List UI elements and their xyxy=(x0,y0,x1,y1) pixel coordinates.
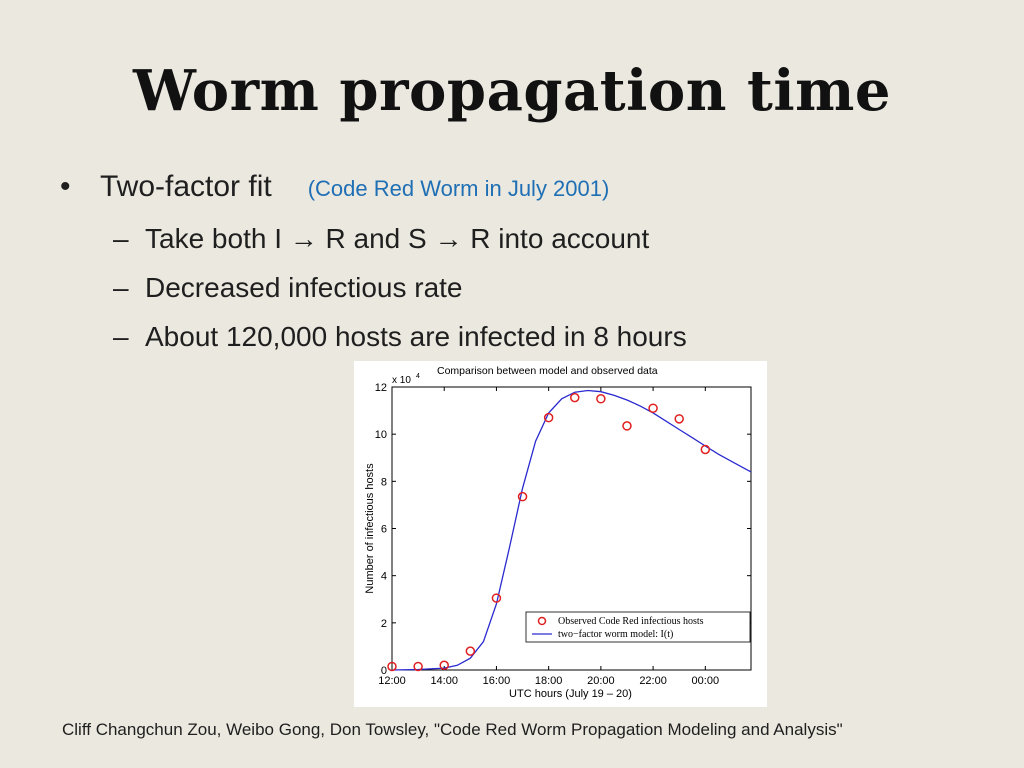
sub-bullet-text: About 120,000 hosts are infected in 8 ho… xyxy=(145,321,687,352)
sub-bullet: – Take both I → R and S → R into account xyxy=(113,223,649,255)
sub-bullet-dash: – xyxy=(113,223,129,254)
observed-data-point xyxy=(543,412,554,423)
y-tick-label: 10 xyxy=(375,429,387,441)
legend-label-model: two−factor worm model: I(t) xyxy=(558,629,673,640)
y-tick-label: 0 xyxy=(381,665,387,677)
x-tick-label: 14:00 xyxy=(430,675,458,687)
chart: Comparison between model and observed da… xyxy=(364,365,752,700)
y-tick-label: 12 xyxy=(375,382,387,394)
observed-data-point xyxy=(413,661,423,672)
observed-data-point xyxy=(387,661,397,672)
legend-marker-observed xyxy=(537,616,547,626)
sub-bullet: – Decreased infectious rate xyxy=(113,272,463,304)
observed-data-point xyxy=(570,392,580,403)
sub-bullet-dash: – xyxy=(113,272,129,303)
chart-figure: Comparison between model and observed da… xyxy=(354,361,767,707)
y-tick-label: 2 xyxy=(381,618,387,630)
sub-bullet: – About 120,000 hosts are infected in 8 h… xyxy=(113,321,687,353)
y-tick-label: 6 xyxy=(381,524,387,536)
x-tick-label: 20:00 xyxy=(587,675,615,687)
observed-data-point xyxy=(648,403,658,413)
bullet-text: Two-factor fit xyxy=(100,170,272,203)
y-multiplier: x 10 xyxy=(392,375,411,386)
y-tick-label: 8 xyxy=(381,476,387,488)
x-axis-label: UTC hours (July 19 – 20) xyxy=(509,688,632,700)
legend-box xyxy=(525,611,751,643)
citation: Cliff Changchun Zou, Weibo Gong, Don Tow… xyxy=(62,720,843,739)
sub-bullet-text: Decreased infectious rate xyxy=(145,272,463,303)
x-tick-label: 18:00 xyxy=(535,675,563,687)
y-multiplier-exponent: 4 xyxy=(416,373,420,380)
observed-data-point xyxy=(700,444,711,455)
observed-data-point xyxy=(465,646,476,656)
y-tick-label: 4 xyxy=(381,571,387,583)
x-tick-label: 00:00 xyxy=(692,675,720,687)
x-tick-label: 22:00 xyxy=(639,675,667,687)
observed-data-point xyxy=(439,660,449,671)
y-axis-label: Number of infectious hosts xyxy=(364,463,376,594)
observed-data-point xyxy=(491,593,502,603)
chart-title: Comparison between model and observed da… xyxy=(437,365,658,377)
observed-data-point xyxy=(622,421,632,431)
slide-title: Worm propagation time xyxy=(132,58,892,124)
main-bullet: • Two-factor fit (Code Red Worm in July 20… xyxy=(60,170,609,204)
legend-label-observed: Observed Code Red infectious hosts xyxy=(558,616,704,627)
x-tick-label: 16:00 xyxy=(483,675,511,687)
observed-data-point xyxy=(596,394,606,404)
bullet-dot: • xyxy=(60,170,71,203)
x-tick-label: 12:00 xyxy=(378,675,406,687)
bullet-note: (Code Red Worm in July 2001) xyxy=(307,176,610,201)
sub-bullet-dash: – xyxy=(113,321,129,352)
sub-bullet-text: Take both I → R and S → R into account xyxy=(145,223,650,254)
observed-data-point xyxy=(674,414,684,424)
observed-data-point xyxy=(517,491,528,502)
